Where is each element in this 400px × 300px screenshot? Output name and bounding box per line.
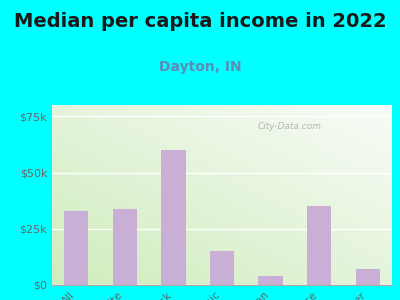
Text: Dayton, IN: Dayton, IN	[159, 60, 241, 74]
Bar	[161, 150, 186, 285]
Bar	[307, 206, 331, 285]
Bar	[258, 276, 283, 285]
Bar	[64, 211, 88, 285]
Bar	[113, 208, 137, 285]
Bar	[356, 269, 380, 285]
Bar	[210, 251, 234, 285]
Text: City-Data.com: City-Data.com	[258, 122, 322, 131]
Text: Median per capita income in 2022: Median per capita income in 2022	[14, 12, 386, 31]
